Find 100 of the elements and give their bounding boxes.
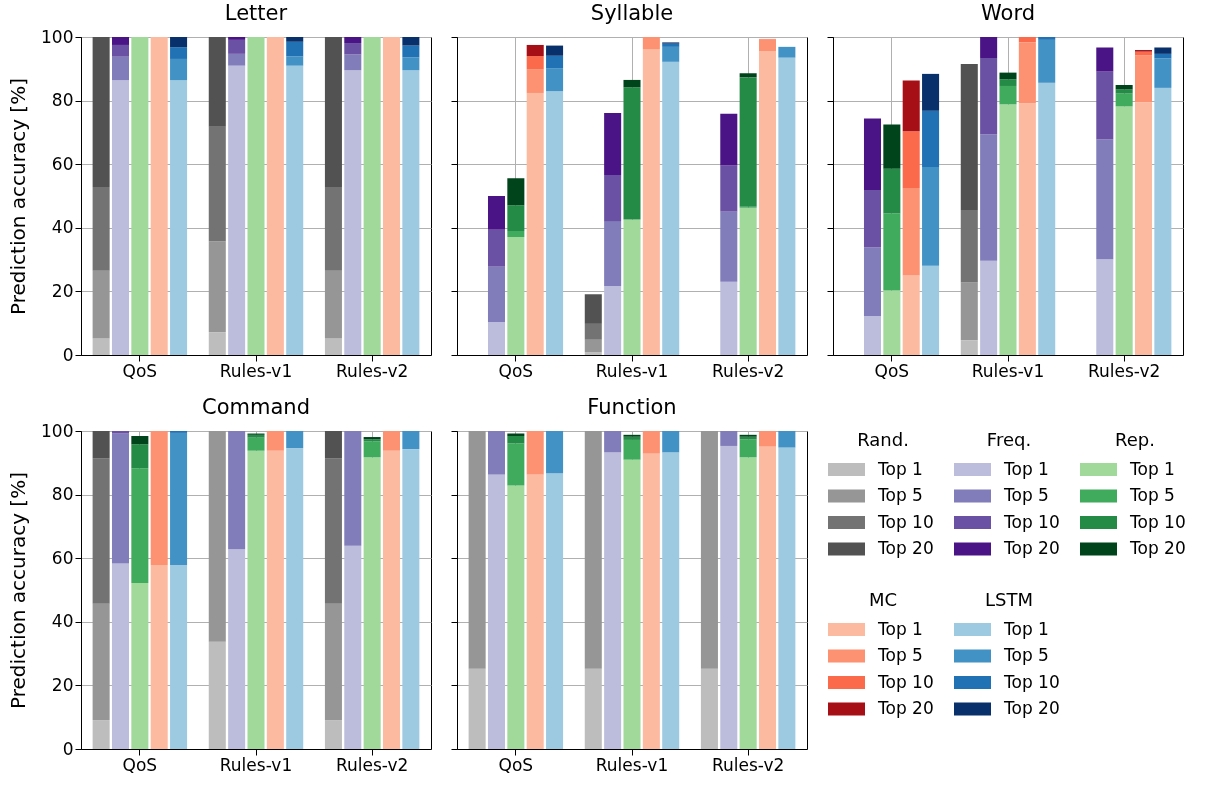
bar bbox=[92, 603, 110, 721]
bar bbox=[960, 64, 978, 210]
bar bbox=[487, 474, 506, 749]
bar bbox=[999, 79, 1017, 86]
bar bbox=[131, 444, 149, 469]
legend-label: Top 10 bbox=[877, 511, 934, 532]
bar bbox=[584, 339, 602, 353]
bar bbox=[526, 474, 544, 749]
bar bbox=[1096, 71, 1114, 140]
bar bbox=[902, 80, 920, 132]
bar bbox=[92, 338, 110, 355]
bar bbox=[507, 237, 525, 355]
bar bbox=[1134, 102, 1153, 355]
bar bbox=[902, 188, 920, 276]
bar bbox=[980, 260, 998, 355]
bar bbox=[92, 270, 110, 339]
bar bbox=[487, 266, 506, 322]
bar bbox=[266, 450, 284, 749]
bar bbox=[584, 323, 602, 340]
bar bbox=[1154, 47, 1172, 54]
bar bbox=[363, 457, 381, 749]
bar bbox=[324, 37, 342, 188]
bar bbox=[1038, 37, 1056, 40]
bar bbox=[266, 37, 284, 355]
bar bbox=[720, 211, 738, 282]
bar bbox=[584, 294, 602, 324]
bar bbox=[111, 56, 130, 81]
bar bbox=[131, 468, 149, 583]
legend-label: Top 5 bbox=[1003, 645, 1049, 665]
bar bbox=[1154, 58, 1172, 88]
bar bbox=[863, 247, 882, 316]
x-tick-label: Rules-v1 bbox=[595, 360, 669, 381]
bar bbox=[382, 37, 401, 355]
bar bbox=[1018, 103, 1036, 355]
legend-label: Top 10 bbox=[1003, 511, 1060, 532]
legend-label: Top 1 bbox=[1129, 458, 1175, 479]
bar bbox=[546, 473, 564, 749]
bar bbox=[623, 439, 641, 460]
bar bbox=[208, 37, 226, 127]
bar bbox=[662, 452, 680, 749]
bar bbox=[863, 118, 882, 190]
bar bbox=[208, 641, 226, 749]
bar bbox=[720, 431, 738, 446]
bar bbox=[228, 39, 246, 54]
bar bbox=[286, 65, 304, 355]
legend-label: Top 1 bbox=[1003, 458, 1049, 479]
legend-label: Top 20 bbox=[1129, 538, 1186, 558]
text: Rep. bbox=[1115, 429, 1155, 450]
bar bbox=[363, 441, 381, 458]
bar bbox=[402, 449, 420, 749]
bar bbox=[382, 450, 401, 749]
x-tick-label: Rules-v1 bbox=[219, 754, 293, 775]
x-tick-label: Rules-v1 bbox=[971, 360, 1045, 381]
bar bbox=[487, 229, 506, 267]
bar bbox=[150, 37, 168, 355]
bar bbox=[344, 431, 362, 546]
y-tick-label: 20 bbox=[51, 280, 74, 301]
bar bbox=[150, 564, 168, 749]
x-tick-label: Rules-v2 bbox=[335, 754, 409, 775]
legend-label: Top 10 bbox=[1003, 671, 1060, 692]
bar bbox=[507, 485, 525, 749]
y-tick-label: 60 bbox=[51, 153, 74, 174]
bar bbox=[170, 564, 188, 749]
bar bbox=[208, 126, 226, 242]
bar bbox=[92, 720, 110, 749]
bar bbox=[402, 37, 420, 46]
bar bbox=[111, 80, 130, 355]
bar bbox=[286, 448, 304, 749]
bar bbox=[208, 332, 226, 355]
legend-label: Top 1 bbox=[877, 458, 923, 479]
bar bbox=[1018, 42, 1036, 104]
legend-label: Top 5 bbox=[1003, 485, 1049, 505]
bar bbox=[111, 563, 130, 749]
y-tick-label: 0 bbox=[62, 344, 74, 365]
bar bbox=[170, 47, 188, 59]
bar bbox=[778, 46, 796, 58]
x-tick-label: QoS bbox=[122, 754, 158, 775]
bar bbox=[623, 459, 641, 749]
bar bbox=[526, 69, 544, 93]
bar bbox=[999, 72, 1017, 80]
bar bbox=[507, 230, 525, 238]
bar bbox=[922, 73, 940, 111]
legend-label: Top 5 bbox=[1129, 485, 1175, 505]
chart-title: Syllable bbox=[590, 0, 674, 25]
bar bbox=[286, 37, 304, 42]
bar bbox=[247, 450, 265, 749]
bar bbox=[382, 431, 401, 451]
bar bbox=[208, 431, 226, 642]
bar bbox=[170, 58, 188, 81]
bar bbox=[758, 50, 777, 355]
bar bbox=[546, 91, 564, 355]
bar bbox=[700, 668, 718, 749]
bar bbox=[324, 431, 342, 459]
bar bbox=[739, 207, 757, 355]
x-tick-label: QoS bbox=[122, 360, 158, 381]
bar bbox=[526, 92, 544, 355]
y-axis-title: Prediction accuracy [%] bbox=[6, 78, 31, 315]
bar bbox=[286, 431, 304, 449]
bar bbox=[507, 178, 525, 206]
bar bbox=[662, 46, 680, 62]
